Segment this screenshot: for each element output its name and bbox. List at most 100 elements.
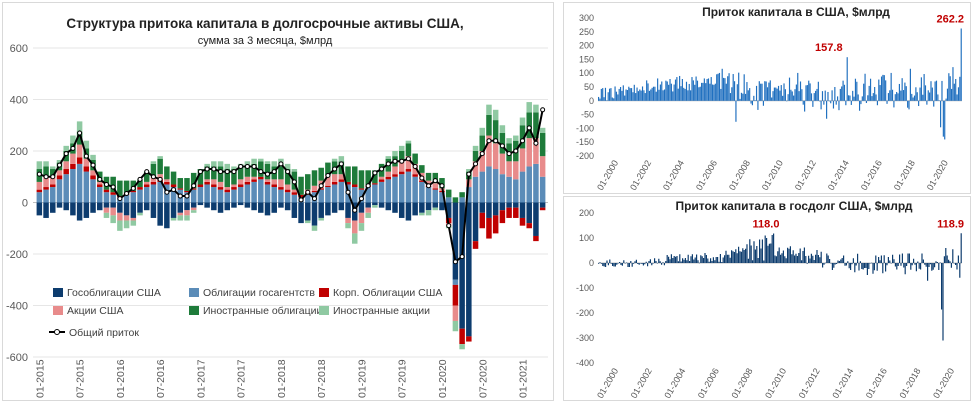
bar-segment [486,135,492,167]
bar-segment [519,148,526,172]
bar [931,87,933,101]
bar-segment [271,187,277,203]
bar [854,78,857,101]
bar [835,100,837,105]
bar [724,255,726,263]
bar-segment [412,202,418,216]
bar-segment [506,138,512,144]
bar [879,260,881,263]
bar [862,263,864,270]
bar [793,95,795,101]
bar [843,255,845,263]
bar [687,90,689,101]
x-tick-label: 01-2002 [628,158,653,192]
bar [732,251,734,263]
bar-segment [352,187,358,203]
total-inflow-point [251,163,257,169]
bar [794,89,796,101]
bar-segment [486,202,492,218]
bar [798,91,800,101]
bar [889,260,891,263]
bar-segment [291,189,298,193]
total-inflow-point [238,163,244,169]
bar [714,83,716,101]
bar-segment [479,151,485,172]
bar-segment [50,166,56,170]
bar [777,85,780,101]
bar-segment [479,212,485,229]
bar-segment [479,171,485,203]
bar-segment [392,176,398,203]
bar [648,90,650,101]
bar-segment [76,121,83,132]
bar [637,91,639,101]
x-tick-label: 01-2016 [115,359,127,398]
bar [705,83,707,101]
bar-segment [251,181,257,203]
bar [923,74,925,101]
bar-segment [90,179,96,203]
bar-segment [70,153,76,164]
bar [930,81,932,101]
bar [679,254,681,263]
bar-segment [513,202,519,208]
bar [603,263,605,267]
bar [762,100,764,106]
bar [950,263,952,268]
bar [878,79,880,101]
bar-segment [479,135,485,151]
bar-segment [164,181,170,185]
bar [651,263,653,266]
bar-segment [526,166,532,203]
value-annotation: 157.8 [815,42,843,54]
x-tick-label: 01-2002 [629,366,654,400]
bar [733,81,736,101]
bar [852,90,854,101]
bar [729,93,732,101]
bar-segment [452,305,459,321]
bar [766,238,768,263]
bar [685,81,688,101]
bar-segment [50,187,56,203]
bar-segment [211,184,217,188]
bar-segment [432,189,439,203]
bar-segment [63,174,69,203]
bar-segment [271,179,277,185]
treasury-inflow-title: Приток капитала в госдолг США, $млрд [675,199,912,213]
total-inflow-point [191,183,197,189]
bar [908,253,910,263]
bar-segment [466,336,472,342]
bar-segment [519,202,526,218]
bar [858,263,860,271]
bar-segment [211,166,217,180]
total-inflow-point [137,176,143,182]
bar [673,84,675,101]
total-inflow-point [70,145,76,151]
x-tick-label: 01-2004 [662,366,687,400]
bar [761,83,763,101]
bar [863,83,865,101]
bar-segment [190,202,197,208]
bar [949,76,951,101]
bar [739,251,741,263]
bar-segment [150,161,157,164]
bar-segment [472,202,479,242]
bar [849,95,851,101]
bar [599,262,601,263]
bar [654,258,656,263]
bar [610,88,612,101]
bar-segment [264,179,271,182]
x-tick-label: 01-2017 [195,359,207,398]
bar-segment [459,192,465,198]
bar [619,262,621,263]
bar [614,263,616,267]
bar-segment [110,194,116,203]
total-inflow-point [372,170,378,176]
bar [686,260,688,263]
x-tick-label: 01-2018 [276,359,288,398]
bar-segment [486,217,492,239]
bar-segment [90,154,96,161]
bar [649,259,651,263]
bar [916,92,918,101]
bar [837,260,839,263]
